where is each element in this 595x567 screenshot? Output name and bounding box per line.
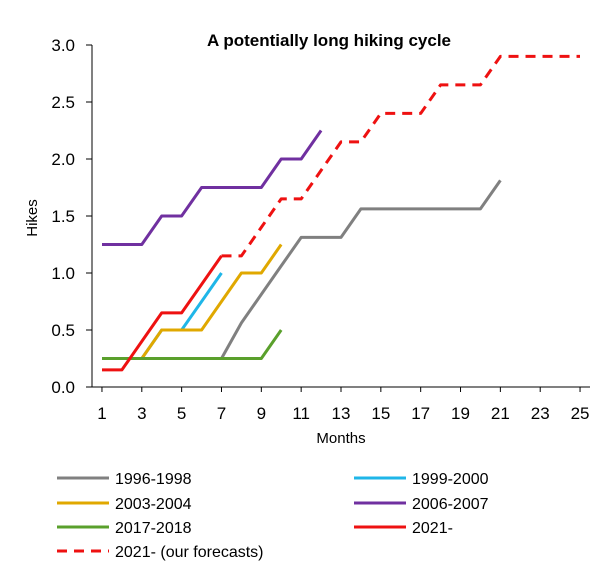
x-tick-label: 21: [491, 404, 510, 423]
series-line-1999-2000: [102, 272, 223, 360]
legend-label: 2021- (our forecasts): [115, 544, 264, 561]
x-tick-label: 23: [531, 404, 550, 423]
legend-label: 2021-: [412, 520, 453, 537]
x-tick-label: 17: [411, 404, 430, 423]
y-tick-label: 1.0: [51, 264, 75, 283]
series-line-2003-2004: [102, 243, 283, 360]
y-axis-label: Hikes: [24, 199, 41, 237]
x-tick-label: 25: [571, 404, 590, 423]
x-tick-label: 1: [97, 404, 106, 423]
legend-item: 1999-2000: [354, 471, 489, 488]
y-tick-label: 0.5: [51, 321, 75, 340]
x-tick-label: 11: [292, 404, 310, 423]
y-tick-label: 3.0: [51, 36, 75, 55]
x-tick-label: 7: [217, 404, 226, 423]
legend-item: 1996-1998: [57, 471, 192, 488]
series-line-2021-our-forecasts: [221, 54, 580, 258]
legend-item: 2003-2004: [57, 496, 192, 513]
legend-label: 1996-1998: [115, 471, 192, 488]
y-tick-label: 1.5: [51, 207, 75, 226]
x-axis-label: Months: [316, 430, 365, 447]
chart-title: A potentially long hiking cycle: [207, 31, 451, 50]
legend-item: 2017-2018: [57, 520, 192, 537]
legend-item: 2006-2007: [354, 496, 489, 513]
legend-label: 2006-2007: [412, 496, 489, 513]
x-tick-label: 13: [332, 404, 351, 423]
legend-item: 2021- (our forecasts): [57, 544, 264, 561]
x-tick-label: 5: [177, 404, 186, 423]
x-tick-label: 15: [371, 404, 390, 423]
plot-area: 0.00.51.01.52.02.53.01 3 5 7 9 11 13 15 17 19 21 23…: [51, 36, 590, 423]
legend-label: 2017-2018: [115, 520, 192, 537]
legend-item: 2021-: [354, 520, 453, 537]
legend-label: 1999-2000: [412, 471, 489, 488]
x-tick-label: 9: [257, 404, 266, 423]
legend: 1996-1998 1999-2000 2003-2004 2006-2007 2017…: [57, 471, 489, 561]
series-line-2017-2018: [102, 329, 283, 360]
x-tick-label: 3: [137, 404, 146, 423]
y-tick-label: 2.0: [51, 150, 75, 169]
series-line-2006-2007: [102, 129, 323, 246]
x-tick-label: 19: [451, 404, 470, 423]
y-tick-label: 0.0: [51, 378, 75, 397]
series-line-2021: [102, 255, 223, 372]
y-tick-label: 2.5: [51, 93, 75, 112]
legend-label: 2003-2004: [115, 496, 192, 513]
